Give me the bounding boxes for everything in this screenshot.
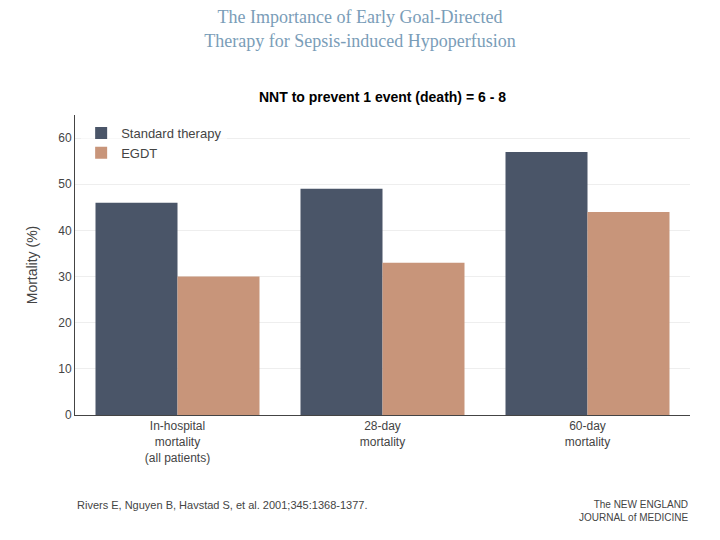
svg-text:50: 50 — [58, 177, 72, 191]
svg-text:40: 40 — [58, 224, 72, 238]
svg-text:EGDT: EGDT — [121, 146, 157, 161]
svg-text:The Importance of Early Goal-D: The Importance of Early Goal-DirectedThe… — [204, 7, 515, 50]
svg-text:10: 10 — [58, 362, 72, 376]
svg-text:28-daymortality: 28-daymortality — [360, 419, 405, 449]
svg-text:Mortality (%): Mortality (%) — [24, 226, 40, 305]
svg-text:Rivers E, Nguyen B, Havstad S,: Rivers E, Nguyen B, Havstad S, et al. 20… — [77, 499, 367, 511]
svg-text:The NEW ENGLANDJOURNAL of MEDI: The NEW ENGLANDJOURNAL of MEDICINE — [579, 499, 688, 523]
svg-text:NNT to prevent 1 event (death): NNT to prevent 1 event (death) = 6 - 8 — [259, 89, 506, 105]
svg-text:0: 0 — [65, 408, 72, 422]
svg-text:30: 30 — [58, 270, 72, 284]
svg-text:In-hospitalmortality(all patie: In-hospitalmortality(all patients) — [145, 419, 210, 464]
svg-text:60-daymortality: 60-daymortality — [565, 419, 610, 449]
svg-text:20: 20 — [58, 316, 72, 330]
svg-text:60: 60 — [58, 131, 72, 145]
svg-text:Standard therapy: Standard therapy — [121, 126, 221, 141]
